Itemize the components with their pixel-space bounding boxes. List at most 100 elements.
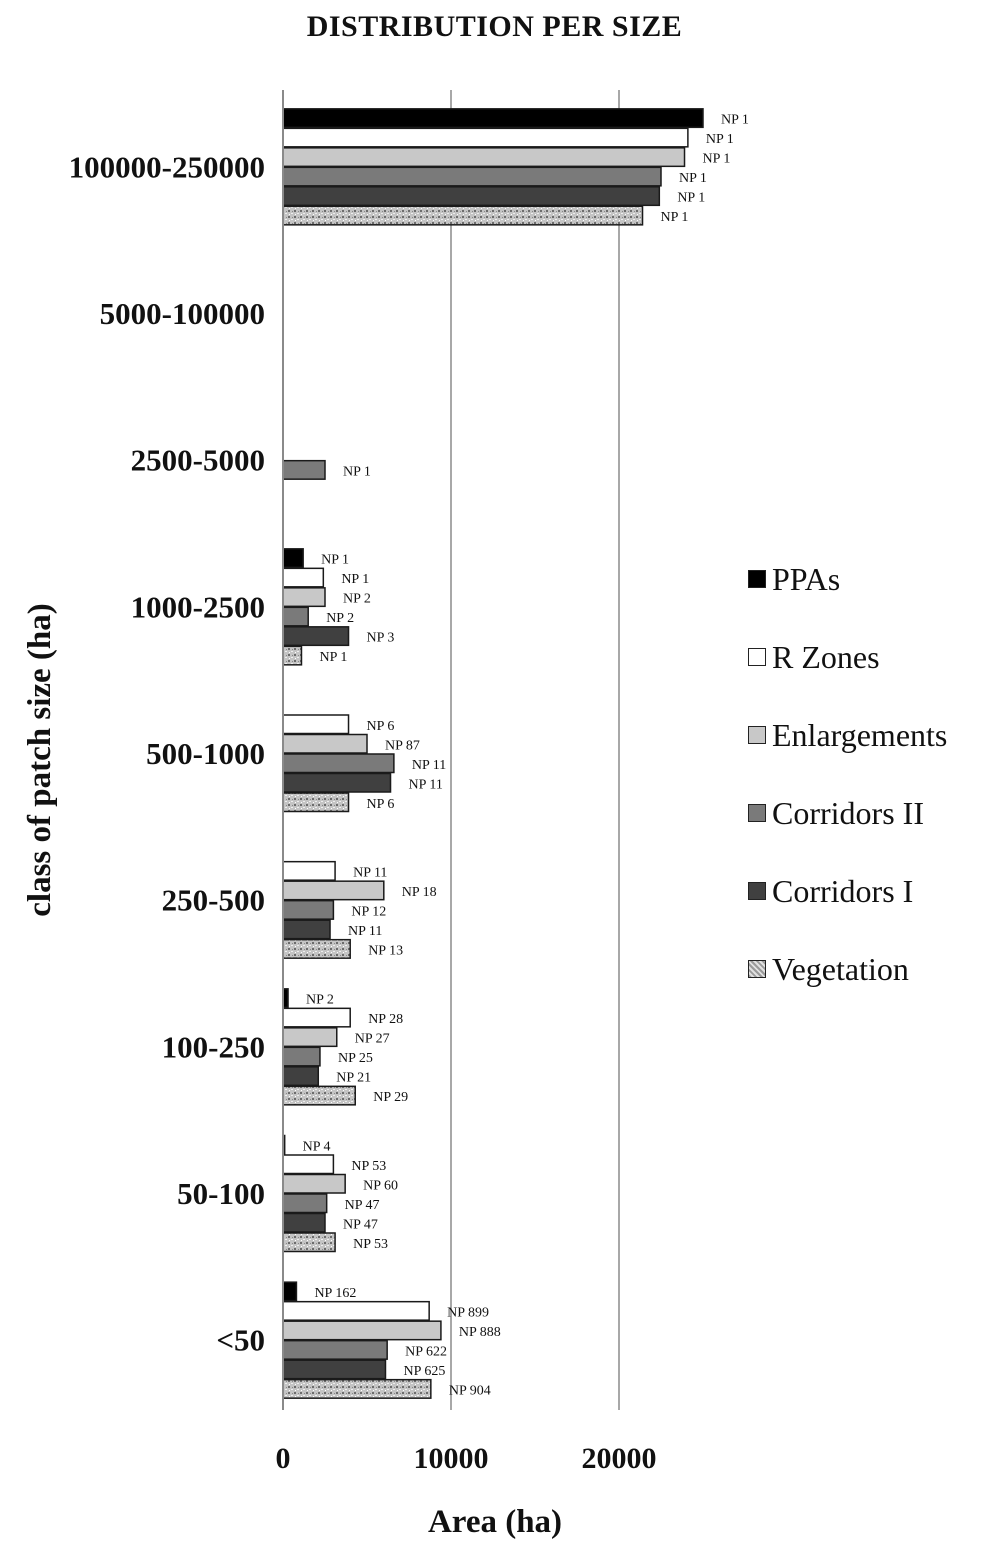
x-tick-label: 0	[276, 1442, 291, 1475]
bar-corridors-ii	[282, 606, 309, 627]
bar-value-label: NP 11	[353, 865, 387, 880]
bar-value-label: NP 60	[363, 1178, 398, 1193]
bar-corridors-ii	[282, 166, 662, 187]
legend-label: Corridors I	[772, 872, 914, 909]
bar-r-zones	[282, 567, 325, 588]
bar-value-label: NP 53	[351, 1159, 386, 1174]
bar-value-label: NP 904	[449, 1383, 491, 1398]
bar-corridors-i	[282, 186, 661, 207]
bar-value-label: NP 25	[338, 1051, 373, 1066]
category-label: 250-500	[162, 883, 265, 918]
bar-corridors-i	[282, 626, 350, 647]
bar-value-label: NP 11	[412, 758, 446, 773]
bar-value-label: NP 1	[677, 191, 705, 206]
y-axis-title: class of patch size (ha)	[22, 603, 58, 916]
legend-swatch	[748, 804, 766, 822]
x-axis-title: Area (ha)	[428, 1504, 562, 1540]
bar-ppas	[282, 108, 704, 129]
bar-r-zones	[282, 860, 336, 881]
category-label: 500-1000	[146, 736, 265, 771]
bar-enlargements	[282, 880, 385, 901]
bar-value-label: NP 47	[343, 1217, 378, 1232]
bar-value-label: NP 162	[314, 1286, 356, 1301]
bar-vegetation	[282, 938, 351, 959]
bar-corridors-i	[282, 1359, 387, 1380]
bar-value-label: NP 11	[348, 924, 382, 939]
bar-value-label: NP 29	[373, 1090, 408, 1105]
bar-value-label: NP 28	[368, 1012, 403, 1027]
bar-corridors-i	[282, 1212, 326, 1233]
legend: PPAs R Zones Enlargements Corridors II Corri…	[748, 540, 947, 1008]
bar-value-label: NP 899	[447, 1305, 489, 1320]
bar-vegetation	[282, 792, 350, 813]
bar-value-label: NP 2	[326, 611, 354, 626]
bar-r-zones	[282, 1007, 351, 1028]
bar-enlargements	[282, 587, 326, 608]
bar-corridors-ii	[282, 899, 335, 920]
bar-value-label: NP 1	[319, 650, 347, 665]
bar-value-label: NP 4	[303, 1139, 331, 1154]
legend-item: Corridors II	[748, 774, 947, 852]
bar-value-label: NP 12	[351, 904, 386, 919]
bar-value-label: NP 1	[341, 572, 369, 587]
bar-corridors-ii	[282, 459, 326, 480]
bar-vegetation	[282, 1378, 432, 1399]
bar-r-zones	[282, 1154, 335, 1175]
legend-label: R Zones	[772, 638, 880, 675]
legend-swatch	[748, 648, 766, 666]
category-label: 2500-5000	[131, 443, 265, 478]
bar-r-zones	[282, 127, 689, 148]
bar-enlargements	[282, 1173, 346, 1194]
bar-ppas	[282, 1281, 298, 1302]
category-label: <50	[216, 1323, 265, 1358]
bar-r-zones	[282, 714, 350, 735]
bar-value-label: NP 27	[355, 1032, 390, 1047]
legend-label: Corridors II	[772, 794, 924, 831]
bar-corridors-ii	[282, 753, 395, 774]
legend-swatch	[748, 726, 766, 744]
bar-value-label: NP 47	[345, 1198, 380, 1213]
bar-value-label: NP 1	[321, 553, 349, 568]
bar-value-label: NP 1	[703, 152, 731, 167]
category-label: 5000-100000	[100, 296, 265, 331]
bar-corridors-ii	[282, 1046, 321, 1067]
bar-enlargements	[282, 1320, 442, 1341]
bar-corridors-i	[282, 919, 331, 940]
legend-item: Vegetation	[748, 930, 947, 1008]
legend-swatch	[748, 570, 766, 588]
bar-vegetation	[282, 1232, 336, 1253]
legend-swatch	[748, 960, 766, 978]
legend-item: R Zones	[748, 618, 947, 696]
bar-corridors-ii	[282, 1339, 388, 1360]
bar-value-label: NP 888	[459, 1325, 501, 1340]
bar-enlargements	[282, 733, 368, 754]
x-tick-label: 20000	[582, 1442, 657, 1475]
bar-value-label: NP 1	[706, 132, 734, 147]
legend-label: Vegetation	[772, 950, 909, 987]
bar-value-label: NP 21	[336, 1071, 371, 1086]
bar-value-label: NP 625	[403, 1364, 445, 1379]
bar-value-label: NP 11	[409, 777, 443, 792]
bar-value-label: NP 1	[661, 210, 689, 225]
bar-value-label: NP 2	[306, 993, 334, 1008]
legend-label: Enlargements	[772, 716, 948, 753]
bar-enlargements	[282, 1027, 338, 1048]
legend-item: PPAs	[748, 540, 947, 618]
bar-vegetation	[282, 645, 303, 666]
bar-r-zones	[282, 1300, 430, 1321]
chart-title: DISTRIBUTION PER SIZE	[306, 10, 683, 43]
bar-value-label: NP 6	[367, 797, 395, 812]
bar-value-label: NP 3	[367, 631, 395, 646]
bar-corridors-ii	[282, 1193, 328, 1214]
category-label: 50-100	[177, 1176, 265, 1211]
bar-corridors-i	[282, 1066, 320, 1087]
legend-item: Corridors I	[748, 852, 947, 930]
category-label: 1000-2500	[131, 589, 265, 624]
bar-value-label: NP 6	[367, 719, 395, 734]
bar-ppas	[282, 548, 304, 569]
legend-swatch	[748, 882, 766, 900]
legend-label: PPAs	[772, 560, 841, 597]
bar-value-label: NP 13	[368, 943, 403, 958]
bar-value-label: NP 2	[343, 592, 371, 607]
